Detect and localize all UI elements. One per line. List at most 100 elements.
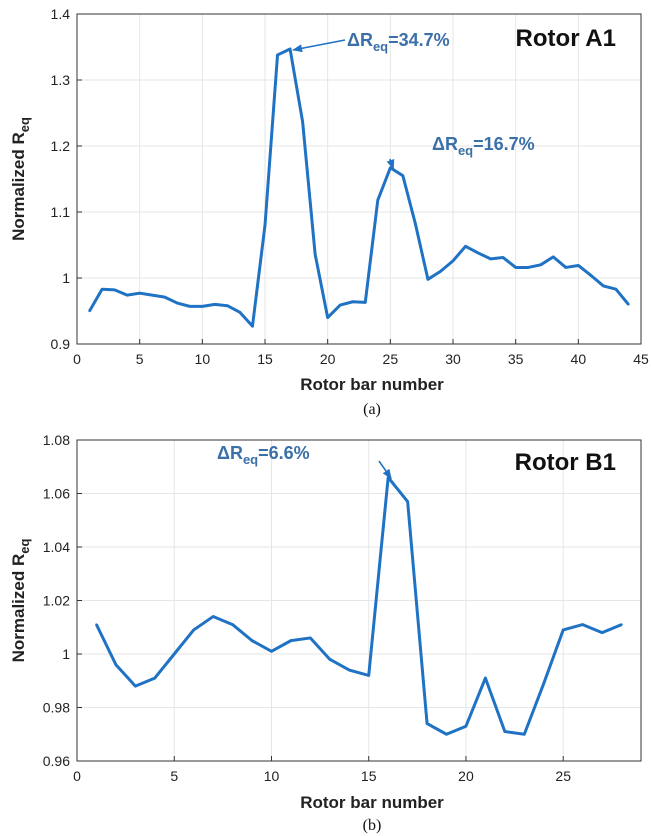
data-point	[326, 316, 329, 319]
data-point	[542, 682, 545, 685]
data-point	[600, 631, 604, 634]
x-tick-label: 40	[571, 351, 587, 367]
y-tick-label: 0.9	[51, 336, 71, 352]
annotation-prefix: ΔR	[217, 443, 243, 463]
x-tick-label: 5	[170, 768, 178, 784]
data-point	[348, 668, 351, 672]
data-point	[501, 256, 505, 259]
annotation-arrow	[378, 460, 392, 480]
data-point	[426, 278, 430, 281]
x-tick-label: 10	[195, 351, 211, 367]
annotation-sub: eq	[373, 39, 388, 54]
data-point	[425, 722, 429, 725]
plot-frame	[76, 13, 642, 345]
data-point	[364, 301, 367, 304]
data-point	[125, 293, 129, 297]
series-line	[88, 47, 630, 328]
y-tick-label: 1.3	[51, 72, 71, 88]
y-tick-label: 1.4	[51, 6, 71, 22]
data-point	[414, 222, 417, 226]
data-point	[514, 266, 517, 269]
data-point	[211, 615, 215, 618]
data-point	[213, 303, 217, 306]
x-tick-label: 45	[633, 351, 649, 367]
annotation-sub: eq	[243, 452, 258, 467]
data-point	[151, 293, 154, 297]
y-tick-label: 0.98	[43, 700, 70, 716]
data-point	[351, 300, 354, 303]
data-point	[376, 198, 379, 202]
y-tick-label: 1	[62, 270, 70, 286]
data-point	[464, 725, 468, 728]
data-point	[313, 253, 317, 256]
y-axis-label: Normalized Req	[9, 539, 32, 663]
data-point	[439, 270, 442, 273]
annotation-value: =34.7%	[388, 30, 450, 50]
data-point	[602, 284, 605, 288]
x-tick-label: 25	[555, 768, 571, 784]
x-tick-label: 15	[361, 768, 377, 784]
data-point	[263, 224, 267, 227]
data-point	[88, 309, 91, 313]
annotation-prefix: ΔR	[347, 30, 373, 50]
x-tick-label: 30	[445, 351, 461, 367]
annotation-value: =6.6%	[258, 443, 310, 463]
annotation-label: ΔReq=6.6%	[217, 443, 310, 467]
y-tick-label: 1.2	[51, 138, 71, 154]
panel-title: Rotor A1	[516, 25, 616, 52]
data-point	[389, 166, 392, 169]
data-point	[484, 676, 487, 680]
annotation-sub: eq	[458, 143, 473, 158]
data-point	[523, 733, 526, 736]
data-point	[288, 47, 292, 51]
data-point	[328, 658, 332, 661]
data-point	[173, 652, 176, 656]
data-point	[176, 301, 179, 305]
data-point	[231, 623, 234, 626]
y-axis-label-main: Normalized R	[9, 554, 28, 663]
data-point	[289, 639, 293, 642]
y-tick-label: 1.06	[43, 486, 70, 502]
y-tick-label: 1.08	[43, 432, 70, 448]
annotation-arrow	[386, 158, 395, 170]
y-tick-label: 1.1	[51, 204, 71, 220]
data-point	[552, 255, 555, 259]
y-tick-label: 1.02	[43, 593, 70, 609]
data-point	[301, 120, 304, 123]
data-point	[238, 311, 242, 314]
data-point	[577, 264, 580, 267]
data-point	[251, 324, 254, 328]
series-line	[95, 475, 623, 736]
data-point	[406, 500, 409, 503]
annotation-label: ΔReq=16.7%	[432, 134, 535, 158]
data-point	[451, 259, 455, 263]
data-point	[163, 295, 166, 299]
x-tick-label: 25	[383, 351, 399, 367]
data-point	[489, 257, 492, 261]
data-point	[250, 639, 254, 642]
y-axis-label-main: Normalized R	[9, 132, 28, 241]
data-point	[464, 245, 467, 248]
y-axis-label-sub: eq	[17, 539, 32, 554]
data-point	[201, 305, 204, 308]
data-point	[192, 628, 195, 632]
panel-a: 0 5 10 15 20 25 30 35 40 45 0.9 1 1.1 1.2 1.3 1.4 Rotor …	[9, 6, 649, 418]
data-point	[564, 266, 567, 269]
y-tick-label: 0.96	[43, 753, 70, 769]
data-point	[309, 636, 312, 640]
panel-title: Rotor B1	[515, 449, 616, 476]
data-point	[614, 288, 618, 291]
data-point	[620, 623, 623, 626]
data-point	[367, 674, 370, 677]
data-point	[445, 733, 448, 736]
data-point	[401, 174, 405, 177]
annotation-arrow	[292, 39, 346, 53]
annotation-label: ΔReq=34.7%	[347, 30, 450, 54]
y-tick-label: 1.04	[43, 539, 70, 555]
data-point	[113, 288, 116, 292]
data-point	[562, 628, 565, 632]
data-point	[95, 623, 98, 626]
annotation-prefix: ΔR	[432, 134, 458, 154]
x-tick-label: 0	[73, 351, 81, 367]
